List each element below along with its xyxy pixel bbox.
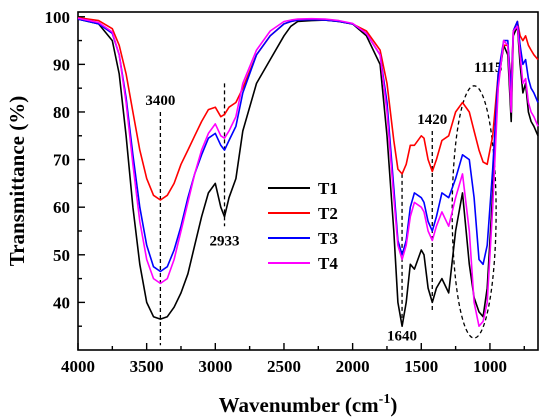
annotations: 3400 2933 1640 1420 1115 <box>145 60 502 346</box>
x-tick-label: 1500 <box>404 357 438 376</box>
peak-label: 1640 <box>387 328 417 344</box>
y-axis-title: Transmittance (%) <box>5 96 29 267</box>
legend: T1 T2 T3 T4 <box>268 179 338 273</box>
y-tick-label: 70 <box>53 151 70 170</box>
y-tick-label: 90 <box>53 55 70 74</box>
x-tick-label: 3500 <box>130 357 164 376</box>
peak-label: 2933 <box>210 233 240 249</box>
y-tick-label: 40 <box>53 293 70 312</box>
legend-label-t3: T3 <box>318 229 338 248</box>
series-line-t4 <box>77 17 539 328</box>
series-lines <box>77 16 539 328</box>
y-tick-label: 50 <box>53 246 70 265</box>
y-tick-label: 100 <box>45 8 71 27</box>
x-tick-label: 2000 <box>336 357 370 376</box>
x-axis-title-end: ) <box>390 393 397 417</box>
axes: 4000 3500 3000 2500 2000 1500 1000 40 50 60 70 80 90… <box>45 8 539 376</box>
x-axis-title-main: Wavenumber (cm <box>219 393 380 417</box>
y-tick-label: 80 <box>53 103 70 122</box>
x-tick-label: 2500 <box>267 357 301 376</box>
x-axis-title: Wavenumber (cm-1) <box>219 392 398 417</box>
peak-label: 1420 <box>417 112 447 128</box>
peak-label: 3400 <box>145 93 175 109</box>
ellipse-label: 1115 <box>474 60 502 76</box>
legend-label-t1: T1 <box>318 179 338 198</box>
y-tick-label: 60 <box>53 198 70 217</box>
series-line-t1 <box>77 18 539 328</box>
legend-label-t2: T2 <box>318 204 338 223</box>
x-axis-title-sup: -1 <box>379 392 391 407</box>
plot-frame <box>77 11 539 351</box>
x-tick-label: 4000 <box>61 357 95 376</box>
x-tick-label: 3000 <box>198 357 232 376</box>
series-line-t2 <box>77 16 539 201</box>
x-tick-label: 1000 <box>473 357 507 376</box>
legend-label-t4: T4 <box>318 254 338 273</box>
